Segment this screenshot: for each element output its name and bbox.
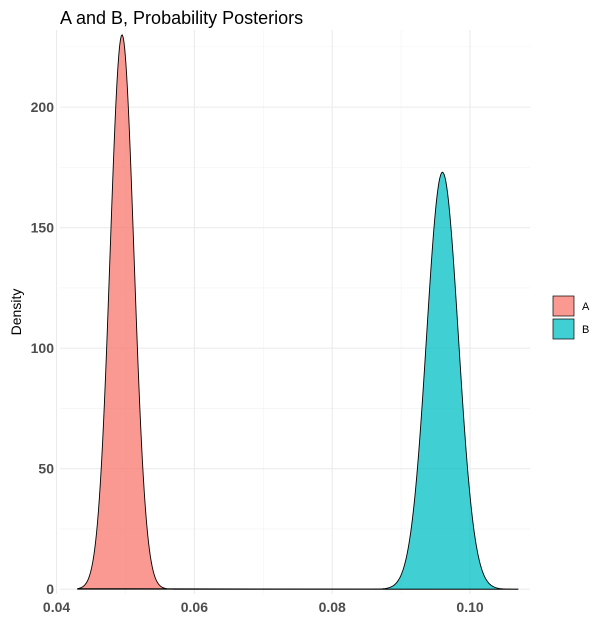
x-tick-label: 0.10 (456, 599, 483, 615)
legend-key-b (552, 318, 575, 340)
y-tick-label: 100 (31, 340, 55, 356)
y-axis-ticks: 0 50 100 150 200 (31, 99, 55, 597)
chart-title: A and B, Probability Posteriors (60, 8, 303, 28)
legend-label-a: A (582, 301, 590, 313)
y-tick-label: 150 (31, 220, 55, 236)
legend: AB (552, 295, 590, 340)
x-tick-label: 0.08 (319, 599, 346, 615)
density-areas (77, 34, 519, 590)
legend-label-b: B (582, 324, 589, 336)
x-axis-ticks: 0.04 0.06 0.08 0.10 (43, 599, 484, 615)
y-tick-label: 50 (38, 461, 54, 477)
y-axis-title: Density (8, 289, 24, 336)
y-tick-label: 200 (31, 99, 55, 115)
x-tick-label: 0.04 (43, 599, 70, 615)
x-tick-label: 0.06 (181, 599, 208, 615)
density-area-b (77, 171, 519, 590)
y-tick-label: 0 (46, 581, 54, 597)
legend-key-a (552, 295, 575, 317)
